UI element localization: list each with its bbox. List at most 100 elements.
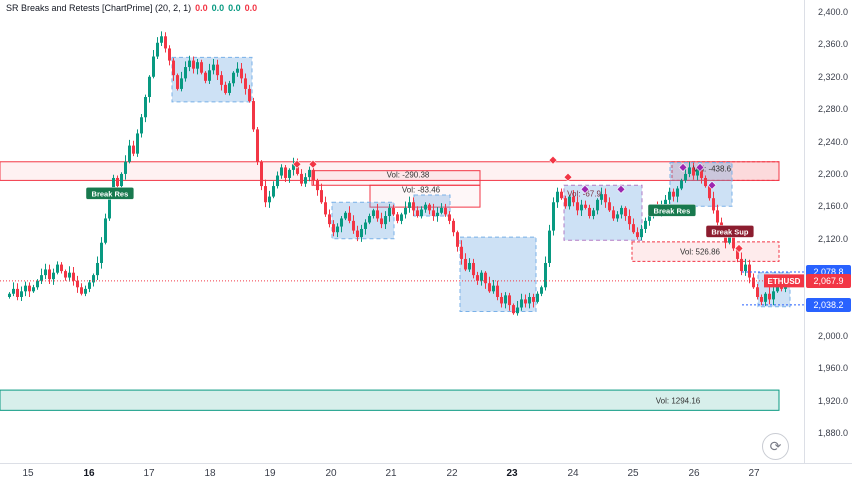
candle [372,210,375,217]
candle [40,275,43,281]
time-axis-label: 21 [385,468,397,479]
indicator-legend[interactable]: SR Breaks and Retests [ChartPrime] (20, … [6,3,257,13]
chart-text: Vol: -290.38 [387,171,430,180]
candle [432,210,435,217]
candle [544,262,547,288]
candle [200,62,203,73]
candle [648,212,651,221]
symbol-price-label[interactable] [764,274,804,288]
candle [496,285,499,297]
candle [364,222,367,229]
candle [132,145,135,154]
candle [76,280,79,288]
candle [176,75,179,89]
candle [44,269,47,276]
candle [396,214,399,221]
support-retest-zone[interactable] [631,241,780,262]
support-zone-green[interactable] [0,389,780,411]
candle [420,209,423,217]
candle [748,264,751,278]
signal-diamond-icon [695,163,705,172]
candle [576,202,579,211]
candle [528,296,531,304]
candle [456,232,459,247]
candle [616,214,619,219]
candle [444,207,447,215]
candle [100,242,103,263]
candle [668,191,671,200]
signal-diamond-icon [308,159,318,169]
candle [104,218,107,243]
candle [504,295,507,304]
candle [672,191,675,197]
candle [28,285,31,292]
candle [732,234,735,249]
candle [348,212,351,221]
time-axis-label: 18 [204,468,216,479]
event-badge[interactable] [705,225,755,238]
candle [224,84,227,93]
candle [628,216,631,225]
candle [304,177,307,184]
candle [312,169,315,181]
candle [560,191,563,199]
candle [352,220,355,231]
candle [12,288,15,294]
candle [700,169,703,178]
price-axis-tick: 2,200.0 [817,168,848,179]
candle [68,272,71,278]
candle [252,101,255,130]
clock-icon[interactable]: ⟳ [762,433,789,460]
candle [360,228,363,238]
time-axis-label: 26 [688,468,700,479]
candle [264,186,267,203]
candle [556,191,559,203]
candle [136,133,139,154]
candle [36,280,39,288]
candle [608,202,611,211]
event-badge[interactable] [85,187,135,200]
price-badge[interactable]: 2,038.2 [806,297,851,312]
candle [144,97,147,118]
candle [756,287,759,297]
candle [116,177,119,187]
candle [584,204,587,208]
candle [712,198,715,211]
price-axis-tick: 2,120.0 [817,233,848,244]
candle [440,207,443,213]
candle [772,291,775,300]
candle [84,288,87,294]
candle [600,194,603,200]
candle [340,218,343,227]
chart-text: Break Sup [711,227,749,236]
candle [220,75,223,85]
candle [692,167,695,176]
chart-text: Vol: -83.46 [402,185,441,194]
time-axis[interactable]: 15 16 17 18 19 20 21 22 23 24 25 26 27 [0,463,852,486]
price-axis-tick: 2,240.0 [817,136,848,147]
candle [256,129,259,162]
chart-text: Break Res [92,189,129,198]
candle [612,210,615,219]
event-badge[interactable] [647,204,697,217]
candle [96,262,99,276]
time-axis-label: 16 [83,468,95,479]
candle [16,288,19,297]
time-axis-label: 25 [627,468,639,479]
candle [332,224,335,233]
candle [636,232,639,238]
chart-canvas[interactable]: Vol: -438.6 Vol: -290.38 Vol: -83.46 Vol: 5… [0,0,804,463]
range-box-1[interactable] [171,56,253,103]
candle [404,207,407,215]
candle [436,212,439,217]
price-badge[interactable]: 2,067.9 [806,273,851,288]
candle [776,285,779,292]
signal-diamond-icon [678,163,688,172]
price-axis[interactable]: 2,400.0 2,360.0 2,320.0 2,280.0 2,240.0 2,200… [804,0,852,463]
chart-text: Vol: 1294.16 [656,397,701,406]
candle [596,199,599,211]
candle [552,202,555,231]
candle [644,220,647,229]
candle [248,88,251,102]
